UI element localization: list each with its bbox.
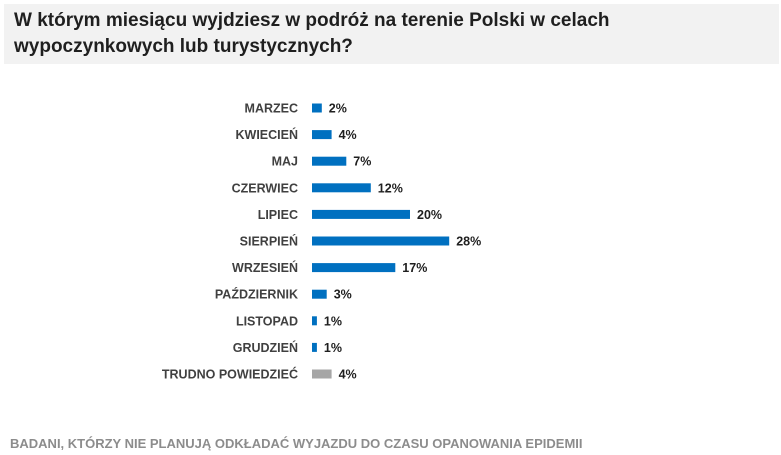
value-label-czerwiec: 12% [378,181,403,195]
chart-footnote: BADANI, KTÓRZY NIE PLANUJĄ ODKŁADAĆ WYJA… [10,436,583,451]
value-label-marzec: 2% [329,102,347,116]
category-label-grudzien: GRUDZIEŃ [233,340,298,355]
category-label-maj: MAJ [272,155,298,169]
bar-chart: MARZEC 2% KWIECIEŃ 4% MAJ 7% CZERWIEC 12% LIPIEC… [162,102,481,382]
value-label-trudno-powiedziec: 4% [339,368,357,382]
bar-kwiecien [312,130,332,140]
bar-trudno-powiedziec [312,369,332,379]
bar-listopad [312,316,317,326]
category-label-trudno-powiedziec: TRUDNO POWIEDZIEĆ [162,367,298,382]
bar-maj [312,156,347,166]
value-label-listopad: 1% [324,314,342,328]
bar-grudzien [312,342,317,352]
category-label-czerwiec: CZERWIEC [232,181,298,195]
value-label-pazdziernik: 3% [334,288,352,302]
chart-title: W którym miesiącu wyjdziesz w podróż na … [14,10,610,57]
bar-marzec [312,103,322,113]
category-label-listopad: LISTOPAD [236,314,298,328]
category-label-pazdziernik: PAŹDZIERNIK [215,287,298,302]
value-label-grudzien: 1% [324,341,342,355]
value-label-lipiec: 20% [417,208,442,222]
value-label-kwiecien: 4% [339,128,357,142]
bar-sierpien [312,236,450,246]
category-label-kwiecien: KWIECIEŃ [236,127,299,142]
title-panel: W którym miesiącu wyjdziesz w podróż na … [4,4,779,64]
value-label-sierpien: 28% [456,235,481,249]
bar-lipiec [312,209,410,219]
bar-wrzesien [312,263,396,273]
value-label-wrzesien: 17% [402,261,427,275]
category-label-wrzesien: WRZESIEŃ [232,260,298,275]
category-label-marzec: MARZEC [245,102,298,116]
bar-czerwiec [312,183,371,193]
category-label-sierpien: SIERPIEŃ [240,234,298,249]
bar-pazdziernik [312,289,327,299]
category-label-lipiec: LIPIEC [258,208,298,222]
value-label-maj: 7% [353,155,371,169]
